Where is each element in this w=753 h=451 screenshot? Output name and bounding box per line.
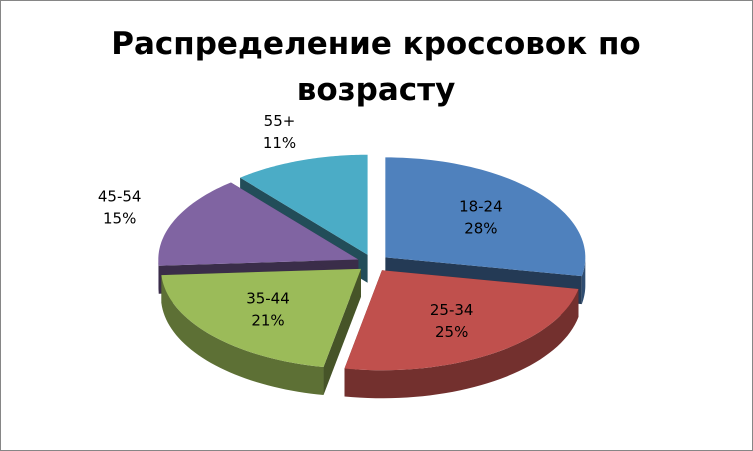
data-label-category: 35-44 <box>246 289 290 307</box>
slice-top <box>161 268 361 368</box>
data-label-category: 55+ <box>264 112 296 130</box>
data-label-category: 25-34 <box>430 301 474 319</box>
slice-top <box>240 154 368 255</box>
slice-wall <box>581 257 586 305</box>
slice-side <box>323 268 361 396</box>
data-label-value: 28% <box>464 219 497 237</box>
slice-wall <box>344 289 579 399</box>
data-label-category: 18-24 <box>459 197 503 215</box>
slice-top <box>385 157 586 277</box>
data-label-value: 15% <box>103 209 136 227</box>
slice <box>161 268 361 396</box>
data-label-category: 45-54 <box>98 187 142 205</box>
chart-title: Распределение кроссовок по возрасту <box>111 26 641 108</box>
slice-top <box>158 182 359 266</box>
data-label-value: 11% <box>263 134 296 152</box>
data-label-value: 25% <box>435 323 468 341</box>
slice-wall <box>161 275 324 396</box>
slice <box>344 270 579 399</box>
data-label-value: 21% <box>251 311 284 329</box>
slice-top <box>344 270 579 371</box>
